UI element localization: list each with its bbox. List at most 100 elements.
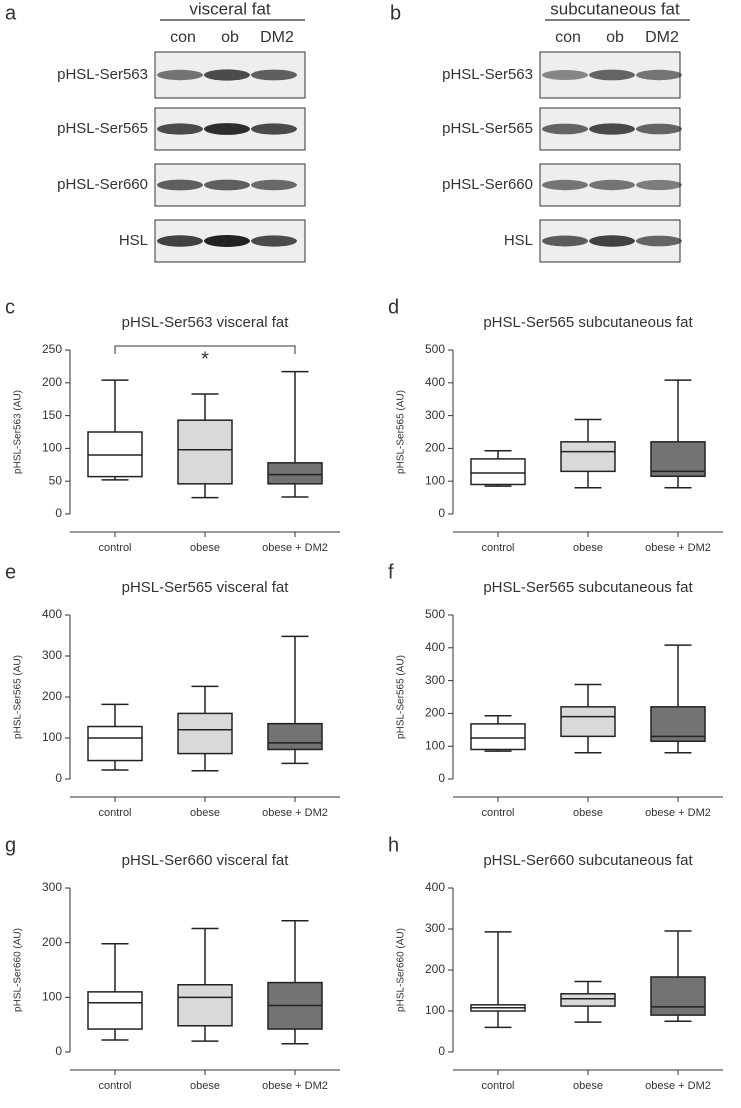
blot-band xyxy=(251,235,297,247)
lane-label: con xyxy=(170,29,196,46)
y-tick-label: 400 xyxy=(425,640,445,654)
x-tick-label: control xyxy=(98,807,131,819)
y-axis-label: pHSL-Ser660 (AU) xyxy=(13,928,24,1012)
box xyxy=(650,976,706,1016)
x-tick-label: control xyxy=(481,542,514,554)
box xyxy=(560,993,616,1007)
y-tick-label: 500 xyxy=(425,607,445,621)
x-tick-label: obese xyxy=(190,807,220,819)
y-tick-label: 150 xyxy=(42,408,62,422)
row-label: pHSL-Ser563 xyxy=(57,66,148,83)
blot-band xyxy=(251,69,297,81)
y-tick-label: 200 xyxy=(42,935,62,949)
x-tick-label: obese xyxy=(190,542,220,554)
x-tick-label: obese xyxy=(573,1080,603,1092)
row-label: HSL xyxy=(119,232,148,249)
box xyxy=(650,706,706,743)
x-tick-label: control xyxy=(481,807,514,819)
row-label: pHSL-Ser563 xyxy=(442,66,533,83)
x-tick-label: obese + DM2 xyxy=(645,542,711,554)
y-tick-label: 0 xyxy=(438,506,445,520)
blot-band xyxy=(157,123,203,135)
lane-label: ob xyxy=(606,29,624,46)
blot-band xyxy=(636,123,682,135)
y-tick-label: 100 xyxy=(42,990,62,1004)
x-tick-label: obese + DM2 xyxy=(645,1080,711,1092)
y-tick-label: 300 xyxy=(425,408,445,422)
y-tick-label: 400 xyxy=(42,607,62,621)
row-label: pHSL-Ser565 xyxy=(442,120,533,137)
blot-band xyxy=(636,235,682,247)
panel-label: d xyxy=(388,296,399,318)
panel-label: a xyxy=(5,2,17,24)
x-tick-label: control xyxy=(98,542,131,554)
blot-band xyxy=(204,179,250,191)
y-axis-label: pHSL-Ser565 (AU) xyxy=(13,655,24,739)
blot-band xyxy=(251,179,297,191)
x-tick-label: obese xyxy=(190,1080,220,1092)
blot-band xyxy=(157,69,203,81)
box xyxy=(470,458,526,486)
y-tick-label: 500 xyxy=(425,342,445,356)
box xyxy=(87,991,143,1030)
chart-title: pHSL-Ser565 subcutaneous fat xyxy=(483,579,693,596)
y-tick-label: 100 xyxy=(425,1003,445,1017)
y-tick-label: 400 xyxy=(425,880,445,894)
x-tick-label: obese xyxy=(573,542,603,554)
chart-title: pHSL-Ser565 subcutaneous fat xyxy=(483,314,693,331)
box xyxy=(650,441,706,478)
y-axis-label: pHSL-Ser563 (AU) xyxy=(13,390,24,474)
box xyxy=(87,725,143,762)
y-axis-label: pHSL-Ser565 (AU) xyxy=(396,655,407,739)
panel-label: b xyxy=(390,2,401,24)
blot-band xyxy=(204,69,250,81)
y-axis-label: pHSL-Ser660 (AU) xyxy=(396,928,407,1012)
blot-band xyxy=(204,123,250,135)
blot-band xyxy=(636,69,682,81)
blot-title: visceral fat xyxy=(189,0,271,18)
x-tick-label: control xyxy=(98,1080,131,1092)
chart-title: pHSL-Ser660 subcutaneous fat xyxy=(483,852,693,869)
blot-band xyxy=(589,179,635,191)
y-tick-label: 200 xyxy=(425,962,445,976)
x-tick-label: obese xyxy=(573,807,603,819)
box xyxy=(560,441,616,473)
blot-band xyxy=(157,179,203,191)
x-tick-label: obese + DM2 xyxy=(262,1080,328,1092)
x-tick-label: obese + DM2 xyxy=(262,807,328,819)
blot-band xyxy=(542,123,588,135)
row-label: pHSL-Ser565 xyxy=(57,120,148,137)
lane-label: DM2 xyxy=(260,29,294,46)
y-tick-label: 100 xyxy=(425,473,445,487)
blot-band xyxy=(636,179,682,191)
blot-band xyxy=(542,179,588,191)
x-tick-label: obese + DM2 xyxy=(262,542,328,554)
box xyxy=(177,419,233,485)
y-tick-label: 200 xyxy=(425,706,445,720)
lane-label: con xyxy=(555,29,581,46)
significance-mark: * xyxy=(201,348,209,370)
blot-title: subcutaneous fat xyxy=(550,0,680,18)
blot-band xyxy=(589,69,635,81)
y-tick-label: 0 xyxy=(55,771,62,785)
chart-title: pHSL-Ser565 visceral fat xyxy=(122,579,290,596)
lane-label: ob xyxy=(221,29,239,46)
y-tick-label: 0 xyxy=(438,771,445,785)
significance-bracket xyxy=(114,345,296,354)
box xyxy=(560,706,616,738)
y-tick-label: 100 xyxy=(42,441,62,455)
y-tick-label: 100 xyxy=(425,738,445,752)
y-tick-label: 300 xyxy=(425,673,445,687)
y-tick-label: 200 xyxy=(42,375,62,389)
panel-label: c xyxy=(5,296,15,318)
box xyxy=(177,984,233,1027)
box xyxy=(267,722,323,751)
y-tick-label: 250 xyxy=(42,342,62,356)
box xyxy=(177,712,233,755)
blot-band xyxy=(157,235,203,247)
blot-band xyxy=(542,235,588,247)
panel-label: e xyxy=(5,561,16,583)
y-tick-label: 300 xyxy=(42,648,62,662)
x-tick-label: obese + DM2 xyxy=(645,807,711,819)
